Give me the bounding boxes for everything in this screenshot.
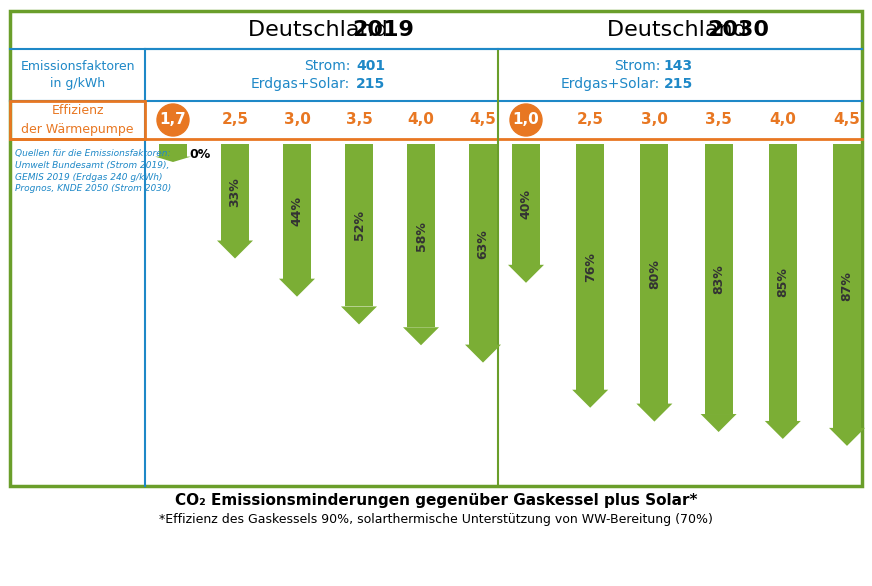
Polygon shape (217, 240, 253, 258)
Bar (10, 101, 145, 139)
Circle shape (157, 104, 189, 136)
Polygon shape (341, 306, 377, 325)
Text: 85%: 85% (776, 268, 789, 298)
Text: 3,5: 3,5 (345, 113, 372, 128)
Text: *Effizienz des Gaskessels 90%, solarthermische Unterstützung von WW-Bereitung (7: *Effizienz des Gaskessels 90%, solarther… (159, 513, 713, 526)
Polygon shape (576, 144, 604, 390)
Polygon shape (640, 144, 669, 404)
Polygon shape (705, 144, 732, 414)
Polygon shape (765, 421, 800, 439)
Polygon shape (465, 345, 501, 363)
Text: 33%: 33% (228, 178, 242, 207)
Polygon shape (159, 144, 187, 156)
Polygon shape (833, 144, 861, 428)
Polygon shape (700, 414, 737, 432)
Text: 4,0: 4,0 (769, 113, 796, 128)
Text: 4,0: 4,0 (407, 113, 434, 128)
Text: 1,0: 1,0 (513, 113, 540, 128)
Text: 3,5: 3,5 (705, 113, 732, 128)
Text: Erdgas+Solar:: Erdgas+Solar: (251, 77, 350, 91)
Text: 4,5: 4,5 (469, 113, 496, 128)
Polygon shape (283, 144, 311, 279)
Text: 52%: 52% (352, 210, 365, 240)
Polygon shape (279, 279, 315, 297)
Text: 2019: 2019 (352, 20, 414, 40)
Text: 3,0: 3,0 (641, 113, 668, 128)
Text: 4,5: 4,5 (834, 113, 861, 128)
Text: 2,5: 2,5 (576, 113, 603, 128)
Polygon shape (155, 156, 191, 162)
Polygon shape (572, 390, 608, 408)
Text: 215: 215 (664, 77, 693, 91)
Polygon shape (508, 265, 544, 283)
Text: 83%: 83% (712, 264, 726, 294)
Text: Deutschland: Deutschland (248, 20, 395, 40)
Text: Strom:: Strom: (303, 59, 350, 73)
Bar (10, 11, 862, 486)
Text: CO₂ Emissionsminderungen gegenüber Gaskessel plus Solar*: CO₂ Emissionsminderungen gegenüber Gaske… (174, 493, 698, 509)
Text: Deutschland: Deutschland (607, 20, 753, 40)
Text: 215: 215 (356, 77, 385, 91)
Polygon shape (221, 144, 249, 240)
Text: 0%: 0% (189, 148, 210, 161)
Text: 44%: 44% (290, 196, 303, 226)
Text: 58%: 58% (414, 221, 427, 251)
Polygon shape (769, 144, 797, 421)
Polygon shape (403, 327, 439, 345)
Polygon shape (637, 404, 672, 421)
Text: 2030: 2030 (707, 20, 769, 40)
Polygon shape (469, 144, 497, 345)
Text: 3,0: 3,0 (283, 113, 310, 128)
Polygon shape (829, 428, 865, 446)
Text: 80%: 80% (648, 259, 661, 289)
Text: 1,7: 1,7 (160, 113, 187, 128)
Text: 87%: 87% (841, 271, 854, 301)
Text: Erdgas+Solar:: Erdgas+Solar: (561, 77, 660, 91)
Text: 76%: 76% (583, 252, 596, 282)
Polygon shape (345, 144, 373, 306)
Text: Effizienz
der Wärmepumpe: Effizienz der Wärmepumpe (21, 104, 133, 135)
Text: Emissionsfaktoren
in g/kWh: Emissionsfaktoren in g/kWh (20, 60, 135, 90)
Text: Strom:: Strom: (614, 59, 660, 73)
Text: 143: 143 (664, 59, 693, 73)
Text: 40%: 40% (520, 189, 533, 219)
Circle shape (510, 104, 542, 136)
Text: 63%: 63% (476, 230, 489, 259)
Text: 401: 401 (356, 59, 385, 73)
Text: Quellen für die Emissionsfaktoren:
Umwelt Bundesamt (Strom 2019),
GEMIS 2019 (Er: Quellen für die Emissionsfaktoren: Umwel… (15, 149, 171, 193)
Polygon shape (512, 144, 540, 265)
Text: 2,5: 2,5 (221, 113, 249, 128)
Polygon shape (407, 144, 435, 327)
